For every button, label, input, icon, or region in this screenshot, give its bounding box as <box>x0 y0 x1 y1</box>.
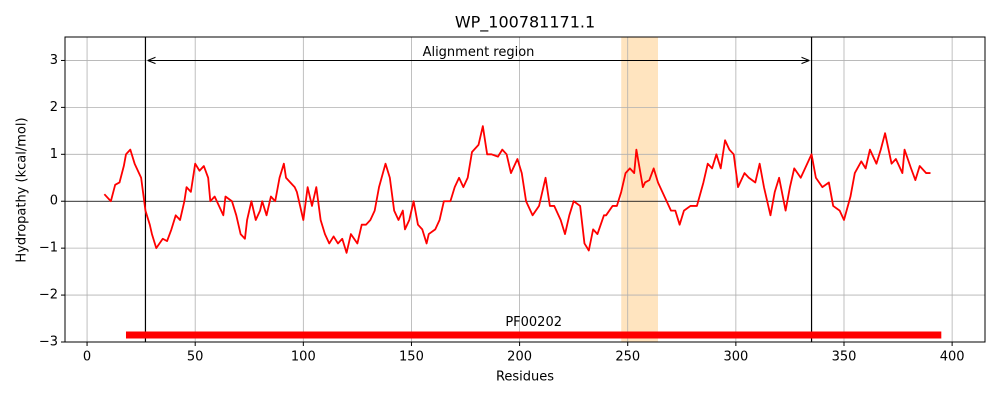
y-tick-label: 0 <box>50 194 58 209</box>
domain-label: PF00202 <box>505 315 562 330</box>
y-tick-label: 1 <box>50 147 58 162</box>
y-tick-label: 2 <box>50 100 58 115</box>
highlight-span <box>621 37 659 342</box>
x-tick-label: 50 <box>187 350 204 365</box>
x-tick-label: 200 <box>507 350 532 365</box>
y-tick-label: 3 <box>50 53 58 68</box>
y-axis-label: Hydropathy (kcal/mol) <box>15 117 30 262</box>
axes-frame <box>64 36 986 343</box>
x-tick-label: 0 <box>83 350 91 365</box>
annotation-label: Alignment region <box>423 45 535 60</box>
x-tick-label: 150 <box>399 350 424 365</box>
chart-title: WP_100781171.1 <box>455 13 595 33</box>
x-axis-label: Residues <box>496 370 554 385</box>
x-tick-label: 250 <box>615 350 640 365</box>
x-tick-label: 300 <box>723 350 748 365</box>
y-tick-label: −2 <box>39 288 58 303</box>
y-tick-label: −1 <box>39 241 58 256</box>
x-tick-label: 100 <box>291 350 316 365</box>
x-tick-label: 400 <box>940 350 965 365</box>
hydropathy-line <box>103 125 931 254</box>
y-tick-label: −3 <box>39 335 58 350</box>
x-tick-label: 350 <box>832 350 857 365</box>
